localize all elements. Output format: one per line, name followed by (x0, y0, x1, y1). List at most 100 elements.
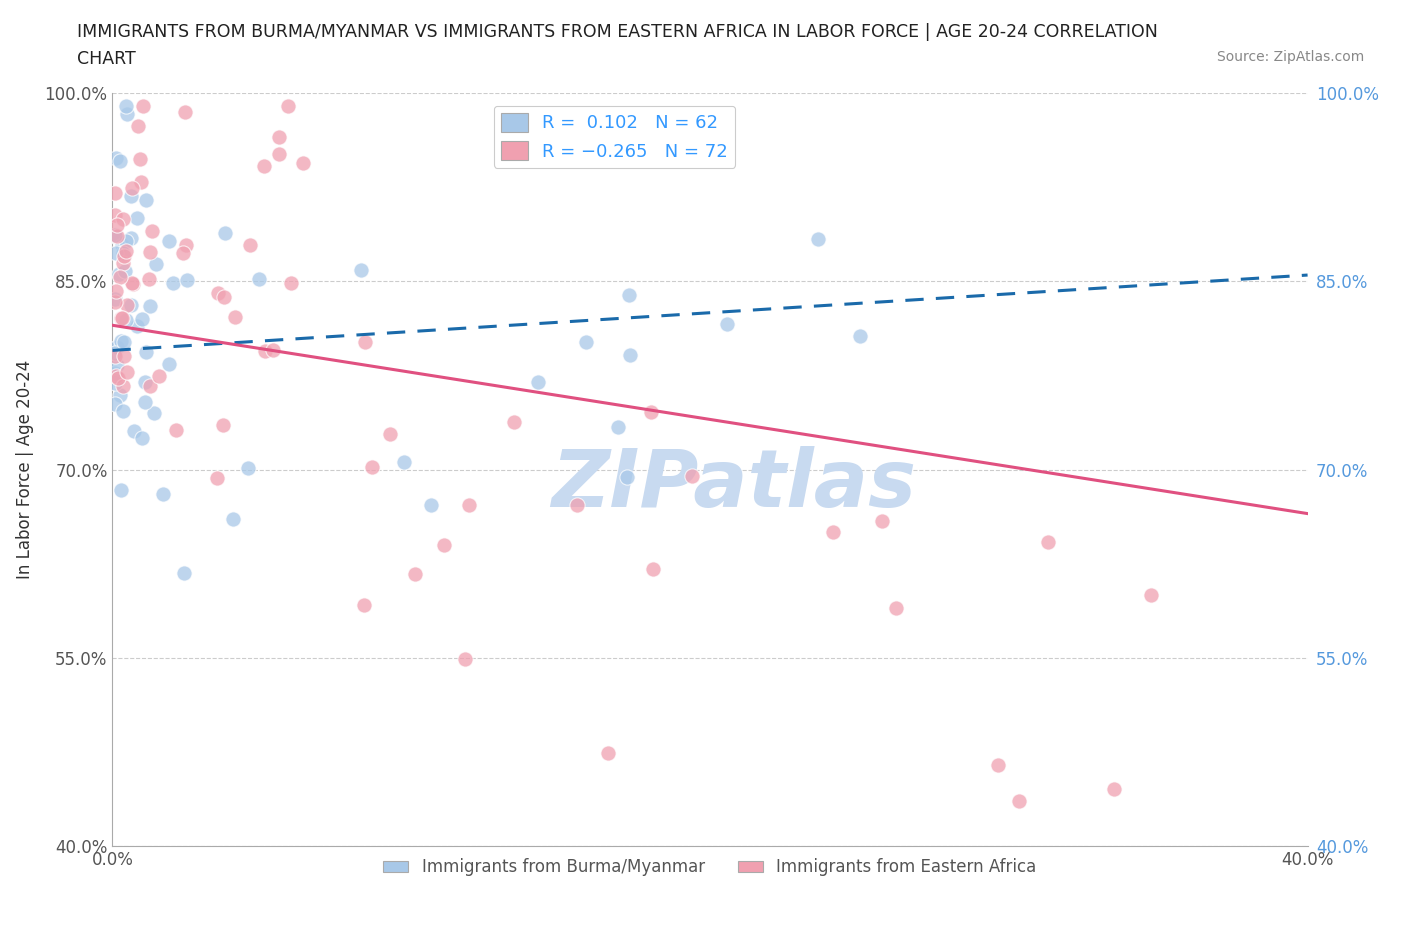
Point (139, 245, 162, 259)
Point (157, 234, 180, 249)
Point (134, 374, 156, 389)
Point (105, 229, 128, 244)
Point (115, 99, 138, 113)
Point (269, 129, 291, 144)
Point (165, 423, 187, 438)
Point (681, 468, 703, 483)
Point (142, 405, 165, 420)
Point (107, 371, 129, 386)
Point (117, 365, 139, 379)
Point (138, 299, 160, 313)
Point (110, 482, 132, 497)
Point (716, 317, 738, 332)
Point (129, 152, 152, 166)
Point (214, 290, 236, 305)
Point (404, 566, 426, 581)
Point (122, 424, 145, 439)
Point (104, 346, 127, 361)
Point (127, 210, 149, 225)
Point (207, 471, 229, 485)
Point (236, 460, 259, 475)
Point (104, 228, 127, 243)
Point (105, 217, 128, 232)
Point (640, 405, 662, 419)
Point (110, 388, 132, 403)
Text: IMMIGRANTS FROM BURMA/MYANMAR VS IMMIGRANTS FROM EASTERN AFRICA IN LABOR FORCE |: IMMIGRANTS FROM BURMA/MYANMAR VS IMMIGRA… (77, 23, 1159, 41)
Point (870, 514, 893, 529)
Point (115, 106, 138, 121)
Point (148, 369, 170, 384)
Point (111, 256, 134, 271)
Point (131, 312, 153, 326)
Point (380, 427, 402, 442)
Point (1036, 535, 1059, 550)
Point (176, 272, 198, 287)
Point (112, 246, 135, 260)
Point (1008, 793, 1031, 808)
Point (174, 104, 197, 119)
Point (292, 156, 315, 171)
Point (112, 335, 135, 350)
Point (105, 246, 128, 260)
Point (394, 455, 416, 470)
Point (141, 224, 163, 239)
Point (135, 345, 157, 360)
Point (104, 186, 127, 201)
Point (125, 319, 148, 334)
Text: Source: ZipAtlas.com: Source: ZipAtlas.com (1216, 50, 1364, 64)
Point (224, 310, 246, 325)
Point (262, 342, 284, 357)
Point (211, 418, 233, 432)
Text: ZIPatlas: ZIPatlas (551, 445, 917, 524)
Point (139, 379, 162, 393)
Point (619, 348, 641, 363)
Point (821, 525, 844, 539)
Point (105, 339, 128, 354)
Point (598, 746, 620, 761)
Point (207, 286, 229, 300)
Point (110, 311, 132, 325)
Point (104, 376, 127, 391)
Point (433, 538, 456, 552)
Point (239, 237, 262, 252)
Point (104, 228, 127, 243)
Point (616, 470, 638, 485)
Point (112, 248, 135, 263)
Point (122, 276, 145, 291)
Point (104, 349, 127, 364)
Text: CHART: CHART (77, 50, 136, 68)
Point (280, 276, 302, 291)
Point (350, 263, 373, 278)
Point (173, 565, 195, 580)
Point (807, 232, 830, 246)
Point (105, 151, 128, 166)
Point (134, 395, 156, 410)
Point (114, 264, 136, 279)
Point (607, 419, 630, 434)
Point (138, 272, 160, 286)
Point (457, 498, 479, 512)
Point (112, 379, 135, 393)
Point (110, 311, 132, 325)
Point (112, 349, 135, 364)
Point (174, 238, 197, 253)
Point (269, 147, 291, 162)
Point (565, 498, 588, 512)
Point (162, 275, 184, 290)
Point (252, 159, 274, 174)
Point (419, 498, 441, 512)
Point (575, 335, 598, 350)
Point (121, 180, 143, 195)
Point (111, 237, 134, 252)
Point (111, 211, 134, 226)
Point (108, 153, 131, 168)
Point (104, 368, 127, 383)
Point (132, 99, 155, 113)
Point (1140, 588, 1163, 603)
Point (120, 231, 142, 246)
Y-axis label: In Labor Force | Age 20-24: In Labor Force | Age 20-24 (15, 360, 34, 579)
Point (353, 598, 375, 613)
Point (104, 295, 127, 310)
Point (157, 357, 180, 372)
Point (360, 459, 382, 474)
